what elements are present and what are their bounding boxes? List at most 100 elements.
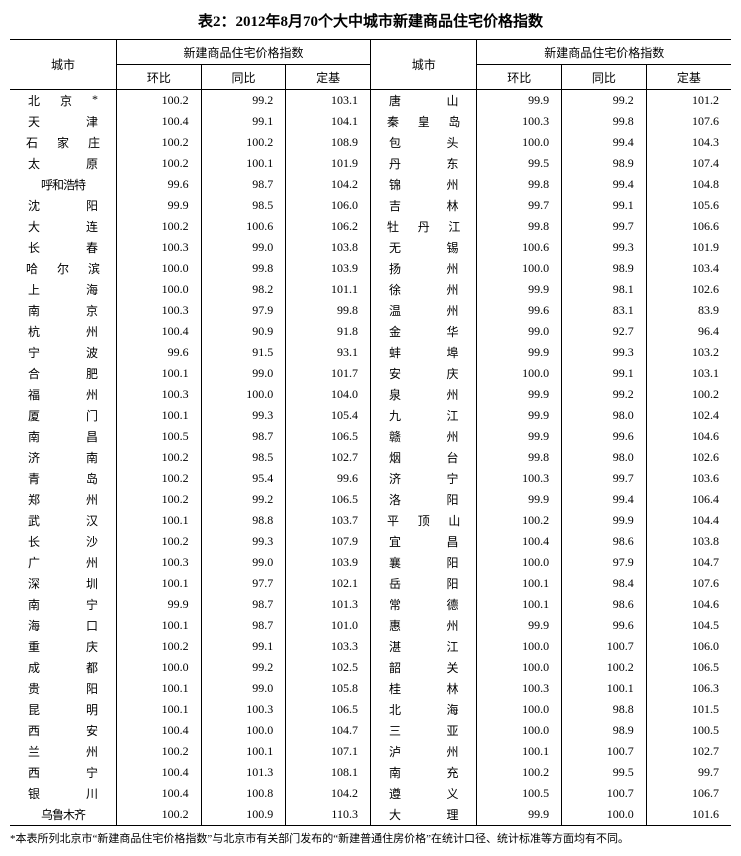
city-cell: 泸州 — [370, 741, 477, 762]
value-cell: 100.0 — [201, 384, 286, 405]
value-cell: 100.2 — [117, 153, 202, 174]
value-cell: 101.1 — [286, 279, 371, 300]
value-cell: 98.0 — [562, 447, 647, 468]
value-cell: 101.9 — [646, 237, 731, 258]
value-cell: 102.6 — [646, 279, 731, 300]
value-cell: 100.2 — [117, 468, 202, 489]
value-cell: 99.7 — [646, 762, 731, 783]
value-cell: 100.3 — [477, 111, 562, 132]
value-cell: 100.8 — [201, 783, 286, 804]
table-row: 贵阳100.199.0105.8桂林100.3100.1106.3 — [10, 678, 731, 699]
value-cell: 99.2 — [201, 657, 286, 678]
value-cell: 98.6 — [562, 594, 647, 615]
value-cell: 99.0 — [201, 363, 286, 384]
value-cell: 103.4 — [646, 258, 731, 279]
value-cell: 99.8 — [286, 300, 371, 321]
value-cell: 99.9 — [117, 195, 202, 216]
value-cell: 99.2 — [562, 384, 647, 405]
value-cell: 100.3 — [201, 699, 286, 720]
value-cell: 99.3 — [562, 342, 647, 363]
value-cell: 98.6 — [562, 531, 647, 552]
value-cell: 100.1 — [117, 363, 202, 384]
value-cell: 100.2 — [201, 132, 286, 153]
city-cell: 长沙 — [10, 531, 117, 552]
value-cell: 103.3 — [286, 636, 371, 657]
value-cell: 100.2 — [477, 762, 562, 783]
footnote: *本表所列北京市“新建商品住宅价格指数”与北京市有关部门发布的“新建普通住房价格… — [10, 830, 731, 846]
value-cell: 100.2 — [117, 636, 202, 657]
city-cell: 常德 — [370, 594, 477, 615]
value-cell: 91.8 — [286, 321, 371, 342]
value-cell: 90.9 — [201, 321, 286, 342]
city-cell: 成都 — [10, 657, 117, 678]
city-cell: 徐州 — [370, 279, 477, 300]
city-cell: 韶关 — [370, 657, 477, 678]
value-cell: 100.1 — [477, 741, 562, 762]
table-row: 石家庄100.2100.2108.9包头100.099.4104.3 — [10, 132, 731, 153]
value-cell: 100.6 — [477, 237, 562, 258]
table-row: 武汉100.198.8103.7平顶山100.299.9104.4 — [10, 510, 731, 531]
city-cell: 上海 — [10, 279, 117, 300]
city-cell: 牡丹江 — [370, 216, 477, 237]
value-cell: 100.0 — [477, 657, 562, 678]
value-cell: 100.5 — [477, 783, 562, 804]
value-cell: 103.7 — [286, 510, 371, 531]
value-cell: 107.1 — [286, 741, 371, 762]
value-cell: 104.0 — [286, 384, 371, 405]
value-cell: 99.5 — [562, 762, 647, 783]
value-cell: 99.1 — [562, 195, 647, 216]
value-cell: 98.9 — [562, 720, 647, 741]
table-row: 济南100.298.5102.7烟台99.898.0102.6 — [10, 447, 731, 468]
value-cell: 101.2 — [646, 90, 731, 112]
value-cell: 103.9 — [286, 552, 371, 573]
table-row: 西安100.4100.0104.7三亚100.098.9100.5 — [10, 720, 731, 741]
city-cell: 南充 — [370, 762, 477, 783]
value-cell: 98.8 — [201, 510, 286, 531]
city-cell: 西宁 — [10, 762, 117, 783]
value-cell: 96.4 — [646, 321, 731, 342]
table-row: 银川100.4100.8104.2遵义100.5100.7106.7 — [10, 783, 731, 804]
value-cell: 101.0 — [286, 615, 371, 636]
table-row: 哈尔滨100.099.8103.9扬州100.098.9103.4 — [10, 258, 731, 279]
value-cell: 93.1 — [286, 342, 371, 363]
value-cell: 100.3 — [477, 678, 562, 699]
value-cell: 102.7 — [646, 741, 731, 762]
table-header: 城市 新建商品住宅价格指数 城市 新建商品住宅价格指数 环比 同比 定基 环比 … — [10, 40, 731, 90]
city-cell: 岳阳 — [370, 573, 477, 594]
value-cell: 105.4 — [286, 405, 371, 426]
value-cell: 106.7 — [646, 783, 731, 804]
table-row: 北京*100.299.2103.1唐山99.999.2101.2 — [10, 90, 731, 112]
value-cell: 106.5 — [646, 657, 731, 678]
value-cell: 99.6 — [286, 468, 371, 489]
value-cell: 106.5 — [286, 426, 371, 447]
city-cell: 北海 — [370, 699, 477, 720]
value-cell: 98.9 — [562, 153, 647, 174]
city-cell: 郑州 — [10, 489, 117, 510]
value-cell: 100.0 — [477, 720, 562, 741]
table-row: 天津100.499.1104.1秦皇岛100.399.8107.6 — [10, 111, 731, 132]
city-cell: 合肥 — [10, 363, 117, 384]
header-base-right: 定基 — [646, 65, 731, 90]
city-cell: 秦皇岛 — [370, 111, 477, 132]
table-row: 太原100.2100.1101.9丹东99.598.9107.4 — [10, 153, 731, 174]
table-row: 南昌100.598.7106.5赣州99.999.6104.6 — [10, 426, 731, 447]
value-cell: 100.3 — [117, 237, 202, 258]
value-cell: 99.9 — [562, 510, 647, 531]
value-cell: 104.1 — [286, 111, 371, 132]
value-cell: 92.7 — [562, 321, 647, 342]
city-cell: 西安 — [10, 720, 117, 741]
value-cell: 99.3 — [201, 531, 286, 552]
city-cell: 南京 — [10, 300, 117, 321]
value-cell: 99.0 — [201, 552, 286, 573]
city-cell: 无锡 — [370, 237, 477, 258]
value-cell: 99.7 — [477, 195, 562, 216]
value-cell: 99.9 — [477, 426, 562, 447]
value-cell: 101.7 — [286, 363, 371, 384]
value-cell: 100.3 — [117, 384, 202, 405]
value-cell: 100.2 — [117, 531, 202, 552]
value-cell: 107.4 — [646, 153, 731, 174]
value-cell: 100.2 — [117, 741, 202, 762]
value-cell: 100.0 — [201, 720, 286, 741]
value-cell: 99.2 — [201, 90, 286, 112]
city-cell: 大连 — [10, 216, 117, 237]
